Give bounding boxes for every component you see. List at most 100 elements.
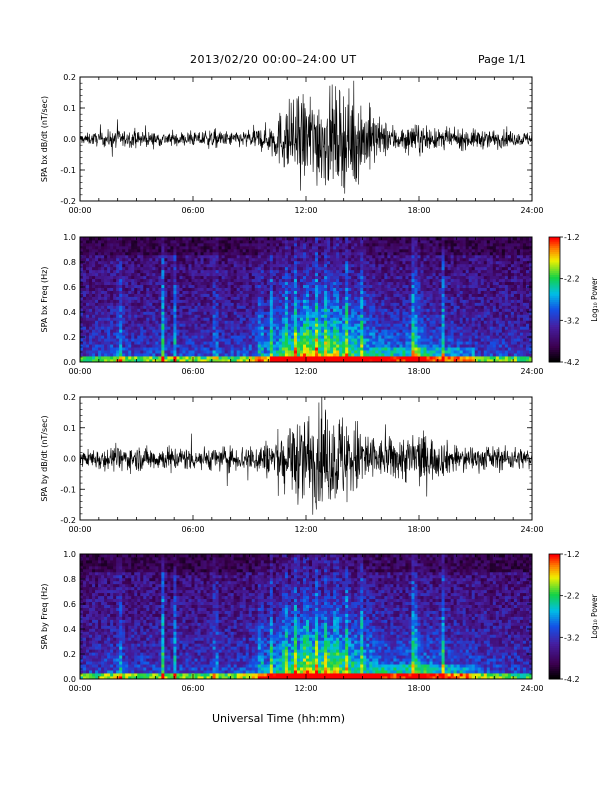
- spectrogram-cell: [275, 335, 280, 339]
- spectrogram-cell: [83, 314, 87, 318]
- spectrogram-cell: [423, 323, 427, 327]
- spectrogram-cell: [206, 284, 210, 288]
- spectrogram-cell: [143, 245, 147, 250]
- spectrogram-cell: [239, 242, 244, 247]
- spectrogram-cell: [188, 326, 192, 330]
- spectrogram-cell: [185, 251, 189, 256]
- spectrogram-cell: [387, 287, 391, 291]
- spectrogram-cell: [299, 314, 304, 318]
- spectrogram-cell: [137, 359, 141, 363]
- spectrogram-cell: [405, 314, 409, 318]
- spectrogram-cell: [206, 245, 210, 250]
- spectrogram-cell: [194, 320, 198, 324]
- spectrogram-cell: [224, 344, 229, 348]
- spectrogram-cell: [161, 344, 165, 348]
- spectrogram-cell: [384, 335, 388, 339]
- spectrogram-cell: [137, 308, 141, 312]
- spectrogram-cell: [182, 338, 186, 342]
- spectrogram-cell: [342, 242, 346, 247]
- spectrogram-cell: [408, 272, 412, 277]
- spectrogram-cell: [167, 317, 171, 321]
- spectrogram-cell: [221, 278, 226, 283]
- spectrogram-cell: [140, 257, 144, 262]
- spectrogram-cell: [125, 242, 129, 247]
- spectrogram-cell: [146, 269, 150, 274]
- spectrogram-cell: [164, 350, 168, 354]
- spectrogram-cell: [86, 353, 90, 357]
- spectrogram-cell: [275, 278, 280, 283]
- spectrogram-cell: [146, 314, 150, 318]
- spectrogram-cell: [345, 359, 349, 363]
- spectrogram-cell: [336, 329, 340, 333]
- spectrogram-cell: [315, 296, 319, 300]
- spectrogram-cell: [372, 293, 376, 297]
- spectrogram-cell: [167, 320, 171, 324]
- spectrogram-cell: [230, 290, 235, 294]
- spectrogram-cell: [92, 257, 96, 262]
- spectrogram-cell: [227, 323, 232, 327]
- spectrogram-cell: [113, 266, 117, 271]
- spectrogram-cell: [312, 317, 316, 321]
- spectrogram-cell: [266, 317, 271, 321]
- spectrogram-cell: [134, 266, 138, 271]
- spectrogram-cell: [131, 329, 135, 333]
- spectrogram-cell: [324, 254, 328, 259]
- spectrogram-cell: [411, 341, 415, 345]
- spectrogram-cell: [369, 287, 373, 291]
- spectrogram-cell: [224, 284, 229, 288]
- spectrogram-cell: [257, 353, 262, 357]
- spectrogram-cell: [396, 245, 400, 250]
- spectrogram-cell: [140, 359, 144, 363]
- spectrogram-cell: [236, 263, 241, 268]
- spectrogram-cell: [393, 344, 397, 348]
- spectrogram-cell: [218, 296, 223, 300]
- spectrogram-cell: [333, 320, 337, 324]
- spectrogram-cell: [318, 305, 322, 309]
- spectrogram-cell: [312, 311, 316, 315]
- spectrogram-cell: [348, 305, 352, 309]
- spectrogram-cell: [321, 257, 325, 262]
- spectrogram-cell: [393, 350, 397, 354]
- spectrogram-cell: [200, 299, 204, 303]
- spectrogram-cell: [251, 260, 256, 265]
- spectrogram-cell: [221, 302, 226, 306]
- spectrogram-cell: [420, 239, 424, 244]
- spectrogram-cell: [260, 278, 265, 283]
- spectrogram-cell: [215, 251, 220, 256]
- spectrogram-cell: [137, 278, 141, 283]
- spectrogram-cell: [269, 359, 274, 363]
- spectrogram-cell: [384, 245, 388, 250]
- spectrogram-cell: [369, 263, 373, 268]
- spectrogram-cell: [89, 308, 93, 312]
- spectrogram-cell: [275, 329, 280, 333]
- spectrogram-cell: [387, 347, 391, 351]
- spectrogram-cell: [197, 311, 201, 315]
- spectrogram-cell: [167, 254, 171, 259]
- spectrogram-cell: [278, 278, 283, 283]
- spectrogram-cell: [167, 257, 171, 262]
- spectrogram-cell: [143, 311, 147, 315]
- spectrogram-cell: [296, 323, 301, 327]
- spectrogram-cell: [128, 260, 132, 265]
- spectrogram-cell: [414, 290, 418, 294]
- spectrogram-cell: [188, 245, 192, 250]
- spectrogram-cell: [293, 237, 298, 241]
- spectrogram-cell: [155, 350, 159, 354]
- spectrogram-cell: [125, 314, 129, 318]
- spectrogram-cell: [161, 278, 165, 283]
- spectrogram-cell: [134, 254, 138, 259]
- spectrogram-cell: [378, 293, 382, 297]
- spectrogram-cell: [366, 317, 370, 321]
- spectrogram-cell: [396, 350, 400, 354]
- spectrogram-cell: [239, 245, 244, 250]
- spectrogram-cell: [179, 299, 183, 303]
- spectrogram-cell: [354, 245, 358, 250]
- spectrogram-cell: [315, 350, 319, 354]
- spectrogram-cell: [372, 272, 376, 277]
- spectrogram-cell: [360, 308, 364, 312]
- spectrogram-cell: [324, 305, 328, 309]
- spectrogram-cell: [257, 290, 262, 294]
- spectrogram-cell: [396, 326, 400, 330]
- spectrogram-cell: [176, 278, 180, 283]
- spectrogram-cell: [248, 317, 253, 321]
